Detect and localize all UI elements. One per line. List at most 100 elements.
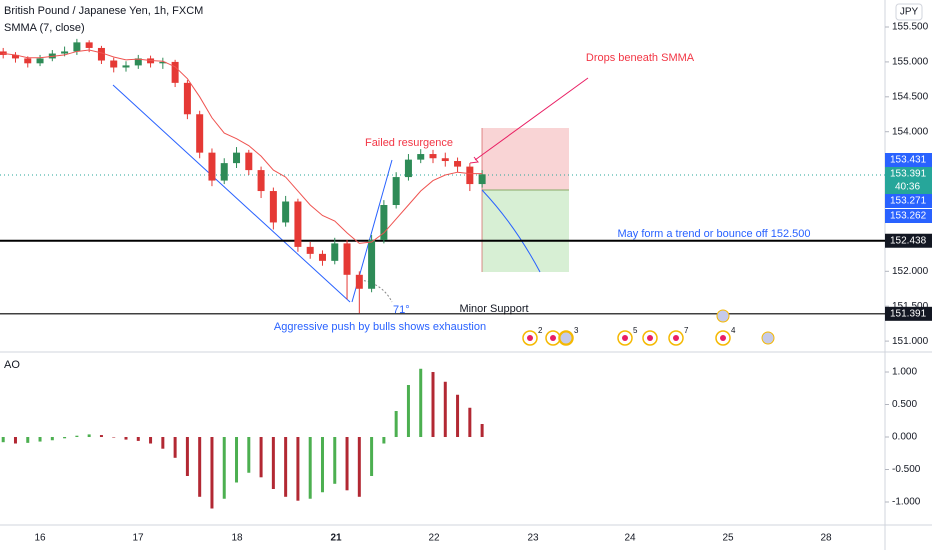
ao-bar [357,437,361,497]
y-tick-label: 155.500 [892,22,929,33]
ao-bar [38,437,42,442]
candle-body [343,243,351,275]
arrow-head [469,156,479,164]
candle-body [36,58,44,64]
flag-icon[interactable] [761,331,775,345]
ao-bar [406,385,410,438]
ao-bar [468,407,472,438]
level-label: 152.438 [890,235,927,246]
ao-bar [99,435,103,438]
candle-body [392,177,400,206]
y-tick-label: 0.500 [892,399,917,410]
currency[interactable]: JPY [900,7,919,18]
candle-body [134,58,142,66]
y-tick-label: -0.500 [892,464,921,475]
x-tick-label: 23 [527,533,539,544]
price-badge [885,153,932,167]
ao-bar [50,437,54,441]
candle-body [318,253,326,261]
ao-bar [222,437,226,499]
ao-bar [112,437,116,438]
ao-bar [124,437,128,440]
candle-body [24,58,32,64]
price-badge-label: 153.262 [890,211,927,222]
ao-bar [284,437,288,497]
projection-curve [481,189,541,273]
ao-bar [149,437,153,444]
price-badge-label: 153.431 [890,155,927,166]
candle-body [355,274,363,289]
candle-body [85,42,93,48]
candle-body [269,191,277,223]
angle-arc [359,279,393,303]
candle-body [417,154,425,160]
event-dot [527,335,533,341]
ao-bar [480,424,484,438]
annotation: May form a trend or bounce off 152.500 [617,228,810,240]
candle-body [196,114,204,153]
ao-bar [370,437,374,476]
ao-bar [235,437,239,483]
candle-body [11,54,19,59]
stop-zone [482,128,569,190]
candle-body [368,239,376,289]
candle-body [233,152,241,164]
event-dot [550,335,556,341]
y-tick-label: 151.000 [892,336,929,347]
price-badge [885,167,932,194]
ao-bar [63,437,67,439]
candle-body [110,60,118,68]
annotation: Failed resurgence [365,137,453,149]
annotation: 71° [393,304,410,316]
ao-bar [456,394,460,438]
level-label: 151.391 [890,308,927,319]
x-tick-label: 25 [722,533,734,544]
ao-bar [210,437,214,509]
candle-body [478,174,486,185]
event-dot [720,335,726,341]
ao-bar [333,437,337,484]
candle-body [466,166,474,185]
candle-body [294,201,302,247]
ao-bar [308,437,312,499]
ao-label: AO [4,359,20,371]
currency-box[interactable] [895,3,923,21]
ao-bar [247,437,251,473]
candle-body [220,163,228,181]
y-tick-label: -1.000 [892,497,921,508]
candle-body [122,65,130,68]
candle-body [183,82,191,115]
candle-body [380,205,388,240]
callout-arrow [474,77,589,161]
candle-body [429,154,437,159]
event-count: 5 [633,326,638,335]
flag-icon[interactable] [559,331,573,345]
candle-body [441,158,449,162]
ao-bar [382,437,386,444]
price-badge-label: 153.391 [890,169,927,180]
candle-body [208,152,216,181]
annotation: Aggressive push by bulls shows exhaustio… [274,321,486,333]
ao-bar [431,372,435,438]
event-dot [622,335,628,341]
ao-bar [26,437,30,443]
y-tick-label: 155.000 [892,57,929,68]
y-tick-label: 154.000 [892,126,929,137]
x-tick-label: 28 [820,533,832,544]
y-tick-label: 0.000 [892,432,917,443]
smma-line [3,49,483,244]
annotation: Drops beneath SMMA [586,52,695,64]
flag-icon[interactable] [716,309,730,323]
candle-body [171,61,179,83]
event-count: 4 [731,326,736,335]
candle-body [73,42,81,52]
event-dot [647,335,653,341]
candle-body [404,159,412,178]
price-badge [885,209,932,223]
ao-bar [75,435,79,438]
trend-line [112,84,351,303]
indicator-label: SMMA (7, close) [4,22,85,34]
target-zone [482,190,569,272]
ao-bar [443,381,447,438]
